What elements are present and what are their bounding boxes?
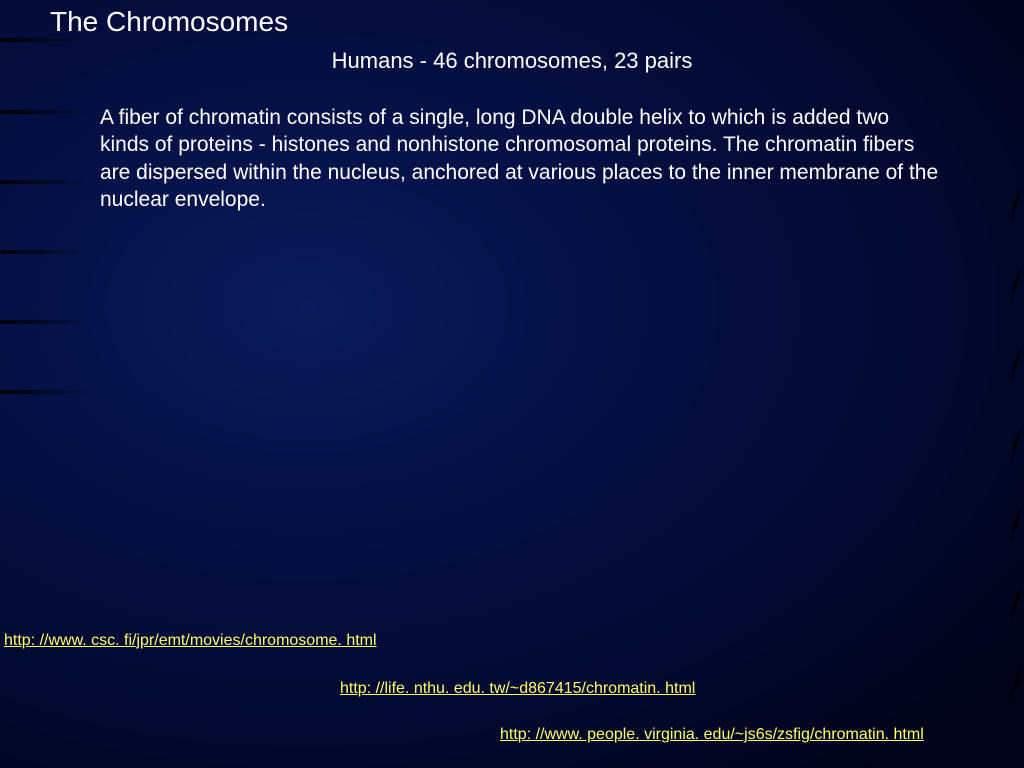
slide-subtitle: Humans - 46 chromosomes, 23 pairs	[0, 48, 1024, 74]
reference-link-3[interactable]: http: //www. people. virginia. edu/~js6s…	[500, 726, 924, 744]
reference-link-2[interactable]: http: //life. nthu. edu. tw/~d867415/chr…	[340, 680, 695, 698]
slide-body-text: A fiber of chromatin consists of a singl…	[100, 104, 940, 213]
decor-left	[0, 0, 90, 768]
reference-link-1[interactable]: http: //www. csc. fi/jpr/emt/movies/chro…	[4, 632, 377, 650]
slide-title: The Chromosomes	[50, 6, 288, 38]
decor-right	[984, 0, 1024, 768]
